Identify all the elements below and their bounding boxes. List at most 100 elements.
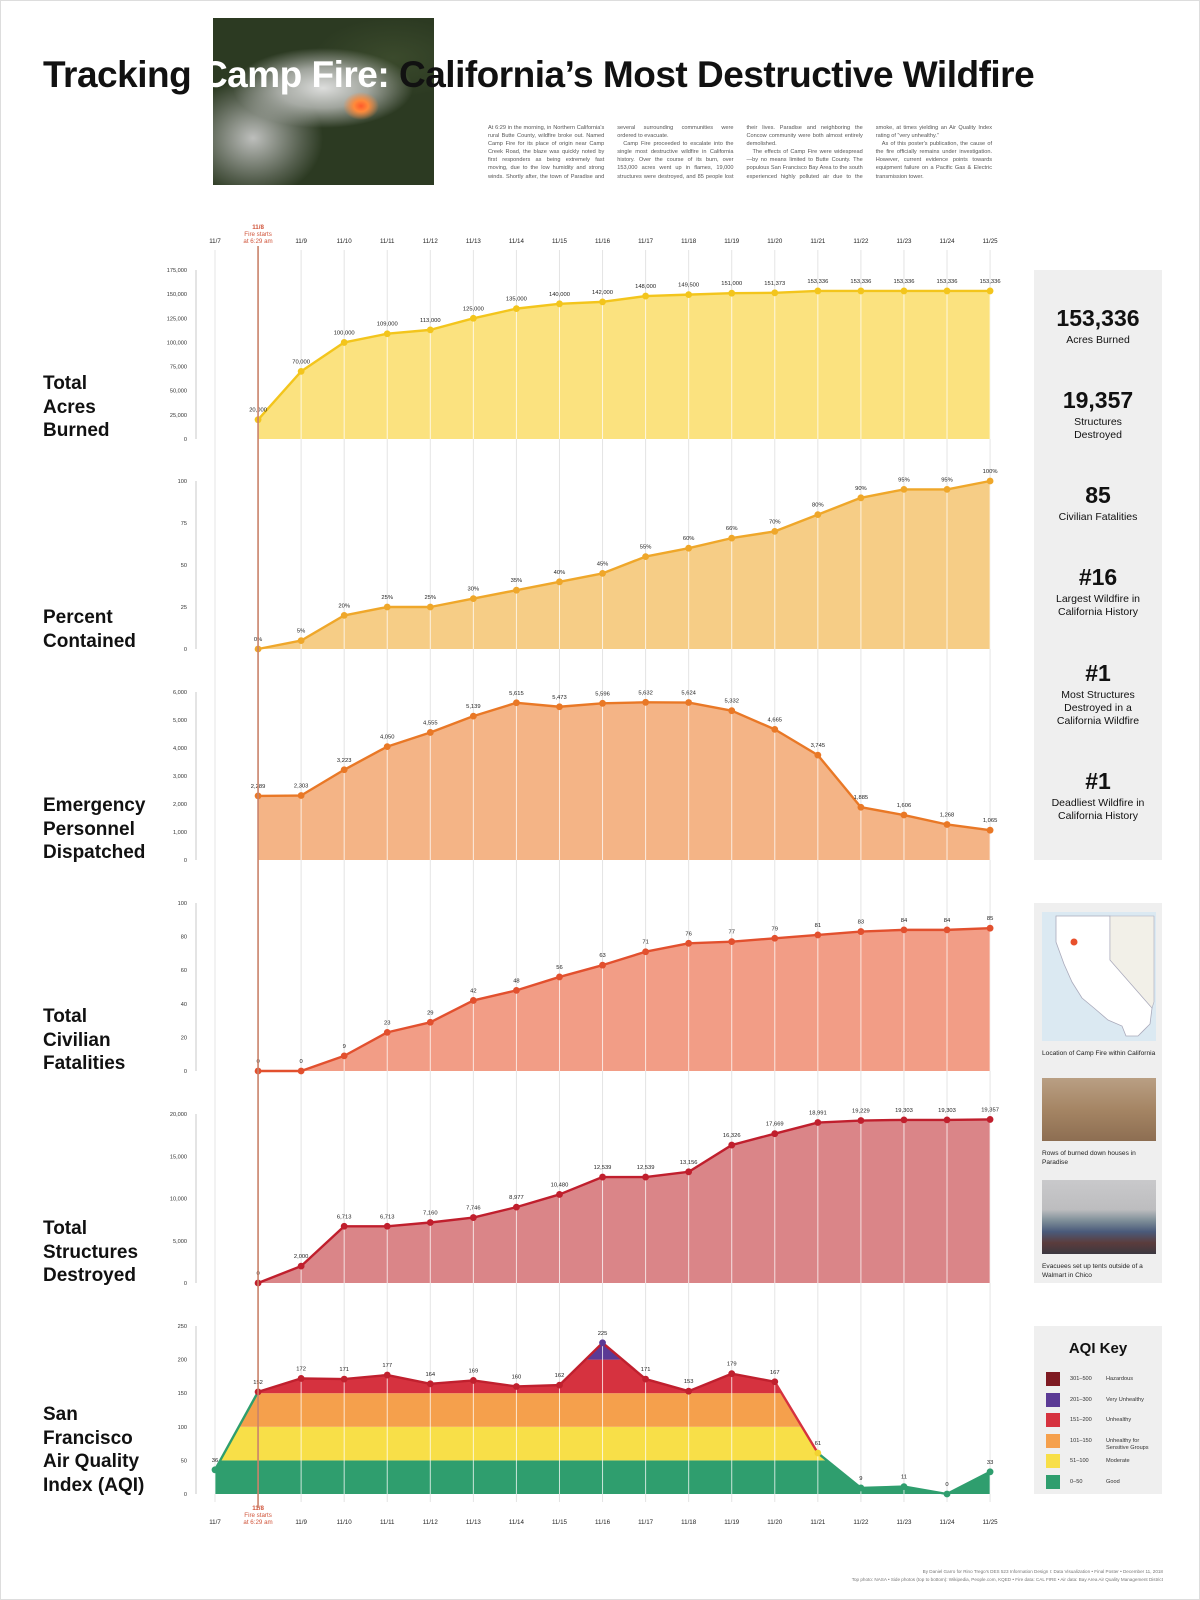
california-map: [1042, 912, 1156, 1041]
series-line-segment: [256, 1264, 303, 1285]
data-label: 83: [858, 920, 864, 926]
data-point: [986, 477, 994, 485]
aqi-range: 0–50: [1070, 1479, 1083, 1485]
series-line-segment: [816, 1451, 863, 1490]
burned-houses-photo: [1042, 1078, 1156, 1141]
stat-value: 85: [1085, 482, 1111, 508]
series-line-segment: [515, 302, 561, 310]
y-tick-label: 100: [178, 1425, 187, 1431]
series-line-segment: [687, 1143, 733, 1174]
data-point: [556, 300, 563, 308]
series-line-segment: [429, 317, 475, 332]
data-label: 225: [598, 1331, 608, 1337]
area-fill: [258, 1119, 991, 1283]
fire-start-note: Fire starts: [244, 1512, 272, 1519]
data-label: 19,303: [895, 1108, 913, 1114]
data-point: [943, 1116, 951, 1124]
aqi-range: 151–200: [1070, 1417, 1092, 1423]
series-line-segment: [342, 1031, 389, 1058]
data-point: [642, 948, 649, 956]
series-line-segment: [515, 975, 561, 992]
date-label: 11/9: [295, 1519, 307, 1526]
data-label: 12,539: [594, 1165, 612, 1171]
date-label: 11/13: [466, 238, 482, 245]
stat-label: Deadliest Wildfire in California History: [1051, 797, 1145, 822]
data-point: [297, 1262, 305, 1270]
y-tick-label: 200: [178, 1358, 187, 1364]
data-label: 10,480: [551, 1182, 569, 1188]
data-label: 7,160: [423, 1210, 438, 1216]
data-point: [469, 1377, 477, 1384]
data-label: 85: [987, 916, 993, 922]
data-label: 4,665: [768, 717, 783, 723]
photo-caption: Evacuees set up tents outside of a Walma…: [1042, 1263, 1143, 1279]
data-label: 80%: [812, 503, 824, 509]
aqi-swatch: [1046, 1413, 1060, 1427]
series-line-segment: [601, 950, 647, 967]
data-point: [340, 1222, 348, 1230]
data-point: [556, 1191, 563, 1198]
y-tick-label: 2,000: [173, 802, 187, 808]
series-line-segment: [644, 1170, 690, 1179]
stat-value: #1: [1085, 768, 1111, 794]
chart-title-personnel: Emergency Personnel Dispatched: [43, 795, 146, 863]
aqi-category: Unhealthy: [1106, 1417, 1132, 1423]
data-label: 151,373: [764, 281, 785, 287]
y-tick-label: 20: [181, 1035, 187, 1041]
data-point: [599, 1339, 606, 1347]
chart-2: 01,0002,0003,0004,0005,0006,0002,2892,30…: [173, 690, 997, 864]
series-line-segment: [342, 745, 389, 771]
data-point: [943, 1490, 951, 1498]
data-point: [599, 961, 606, 969]
data-label: 25%: [381, 595, 393, 601]
data-point: [943, 821, 951, 828]
data-label: 35%: [511, 578, 523, 584]
series-line-segment: [386, 328, 432, 335]
data-point: [986, 1116, 994, 1123]
data-label: 6,713: [380, 1214, 395, 1220]
data-point: [556, 578, 563, 586]
aqi-key-row: 151–200 Unhealthy: [1046, 1413, 1156, 1427]
y-tick-label: 50: [181, 1458, 187, 1464]
data-label: 95%: [941, 477, 953, 483]
title-part-highlight: Camp Fire:: [200, 54, 390, 95]
date-label: 11/21: [810, 1519, 826, 1526]
date-label: 11/14: [509, 238, 525, 245]
data-point: [383, 743, 391, 750]
data-label: 2,000: [294, 1254, 309, 1260]
data-label: 79: [772, 926, 778, 932]
series-line-segment: [859, 1118, 906, 1122]
series-line-segment: [601, 701, 647, 705]
area-fill: [258, 290, 991, 439]
photo-caption: Rows of burned down houses in Paradise: [1042, 1150, 1136, 1166]
data-point: [469, 595, 477, 602]
data-point: [469, 314, 477, 322]
aqi-key-row: 0–50 Good: [1046, 1475, 1156, 1489]
data-point: [857, 928, 865, 935]
series-line-segment: [859, 928, 906, 933]
data-point: [857, 803, 865, 811]
series-line-segment: [644, 942, 690, 953]
data-point: [642, 292, 649, 300]
y-tick-label: 50: [181, 563, 187, 569]
data-point: [340, 612, 348, 619]
aqi-swatch: [1046, 1475, 1060, 1489]
data-point: [814, 751, 822, 759]
aqi-swatch: [1046, 1434, 1060, 1448]
footer-credits: By Daniel Garro for Rino Trego's DES 523…: [852, 1568, 1163, 1584]
data-label: 8,977: [509, 1195, 524, 1201]
satellite-photo: [213, 18, 434, 185]
data-label: 177: [382, 1363, 392, 1369]
y-tick-label: 100: [178, 901, 187, 907]
data-label: 153,336: [850, 279, 871, 285]
date-label: 11/20: [767, 1519, 783, 1526]
aqi-category: Hazardous: [1106, 1376, 1134, 1382]
series-line-segment: [945, 927, 992, 932]
data-point: [469, 712, 477, 720]
data-label: 42: [470, 988, 476, 994]
data-point: [771, 1378, 779, 1386]
data-label: 11: [901, 1475, 907, 1481]
chart-1: 02550751000%5%20%25%25%30%35%40%45%55%60…: [178, 469, 998, 653]
data-label: 160: [512, 1374, 522, 1380]
y-tick-label: 60: [181, 968, 187, 974]
